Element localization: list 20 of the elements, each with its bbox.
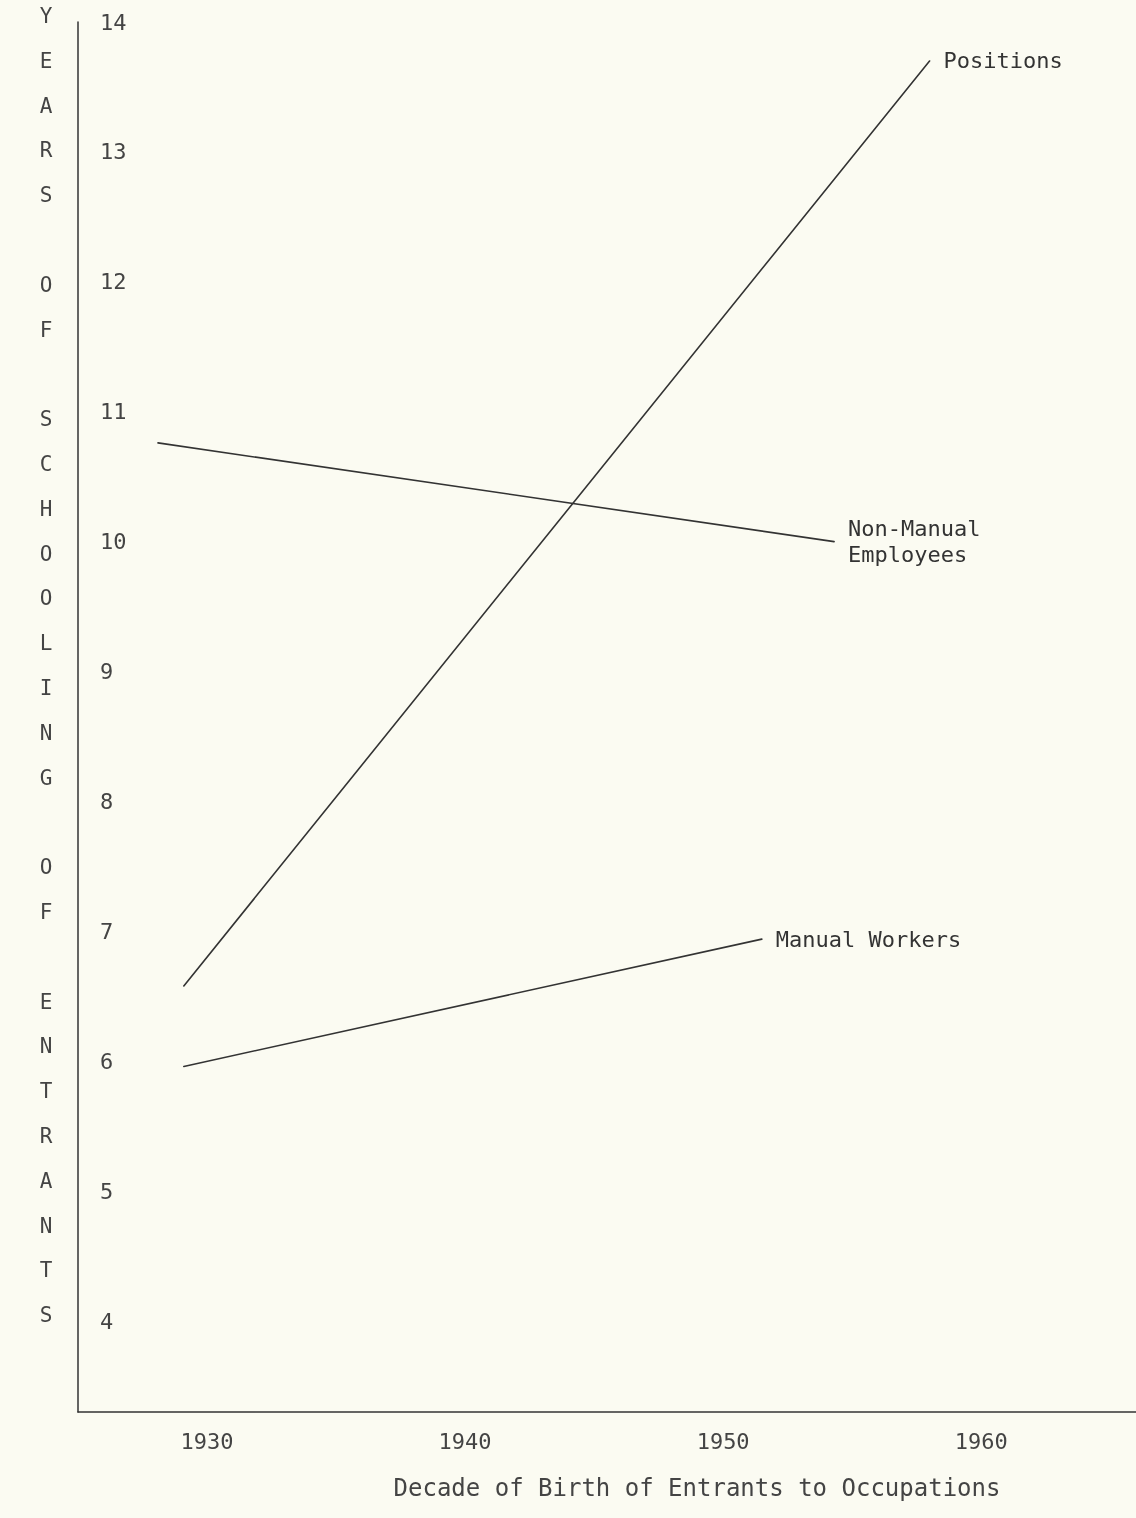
series-label: Non-Manual Employees [848,516,981,568]
y-tick-label: 11 [100,399,127,425]
x-tick-label: 1930 [180,1428,234,1454]
x-tick-label: 1940 [438,1428,492,1454]
y-tick-label: 8 [100,788,114,814]
y-tick-label: 14 [100,9,127,35]
series-label: Manual Workers [775,926,962,952]
y-tick-label: 5 [100,1178,114,1204]
y-axis-title: YEARS OF SCHOOLING OF ENTRANTS [34,4,58,1348]
series-label: Positions [943,48,1063,74]
y-tick-label: 10 [100,529,127,555]
y-tick-label: 12 [100,269,127,295]
y-tick-label: 9 [100,659,114,685]
x-axis-title: Decade of Birth of Entrants to Occupations [393,1474,1001,1502]
y-tick-label: 4 [100,1308,114,1334]
y-tick-label: 6 [100,1048,114,1074]
y-tick-label: 7 [100,918,114,944]
x-tick-label: 1950 [696,1428,750,1454]
y-tick-label: 13 [100,139,127,165]
x-tick-label: 1960 [954,1428,1008,1454]
